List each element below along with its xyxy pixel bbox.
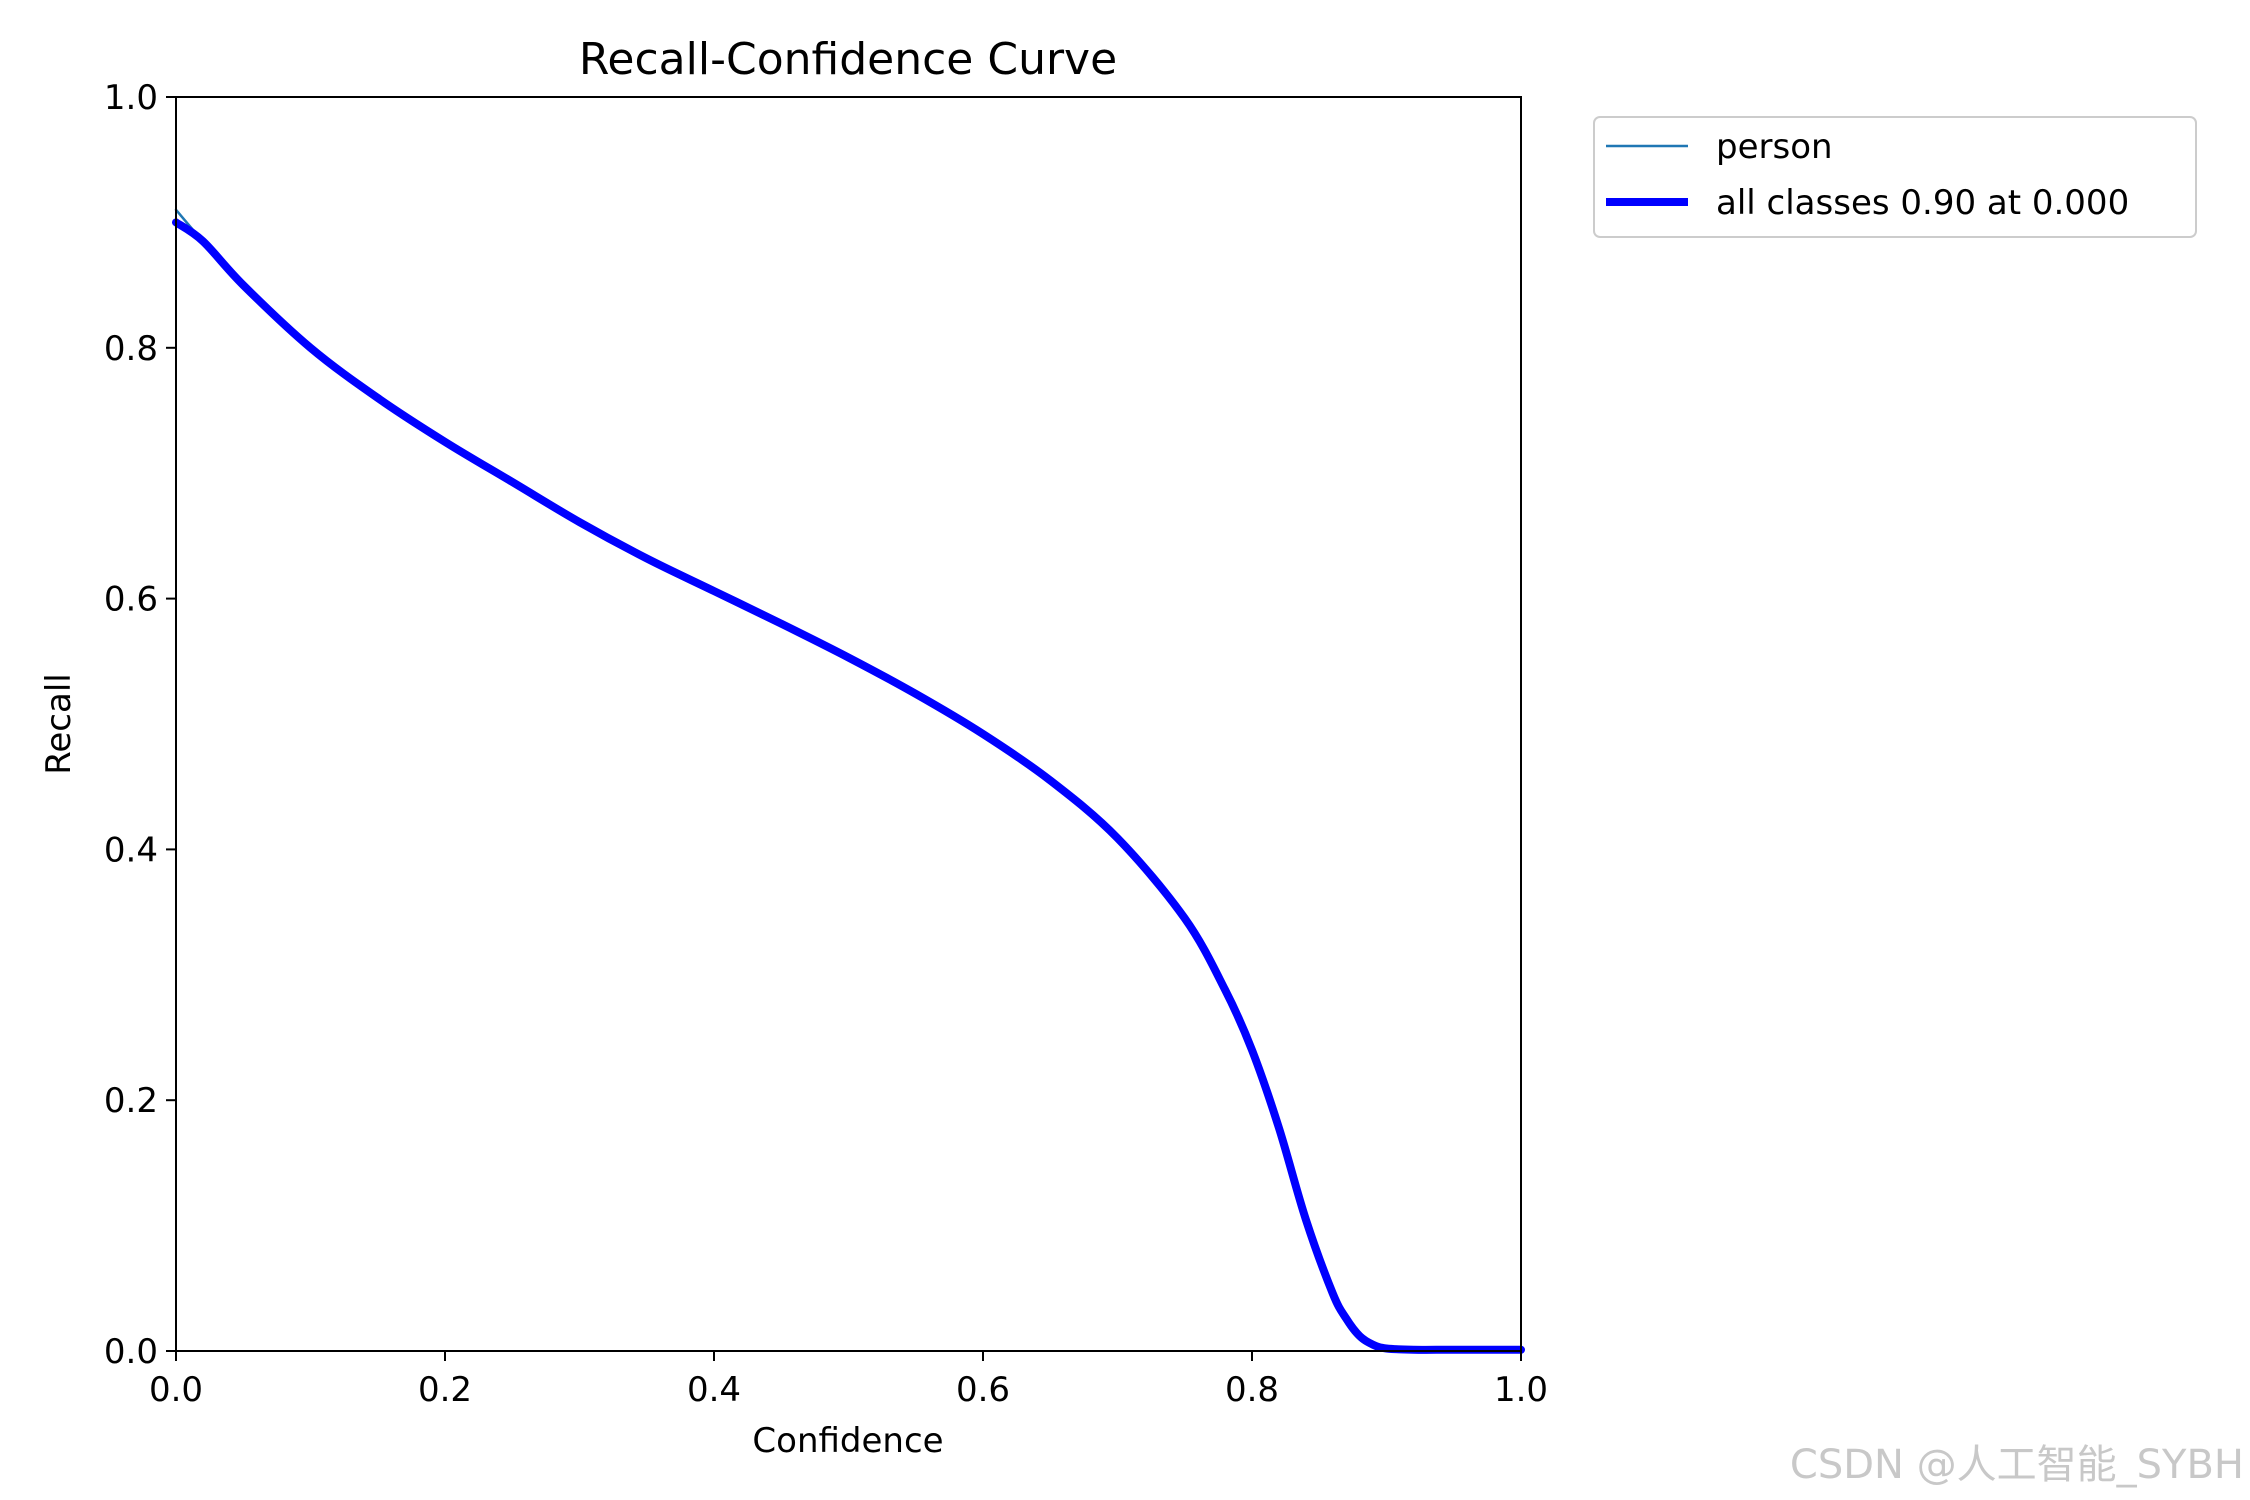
- axes-frame: [175, 96, 1522, 1352]
- y-axis-label: Recall: [39, 673, 79, 774]
- legend-box: [1593, 116, 2197, 238]
- chart-title: Recall-Confidence Curve: [579, 34, 1117, 85]
- series-line-all-classes: [172, 218, 1525, 1354]
- x-tick-label: 1.0: [1494, 1370, 1548, 1410]
- legend-label: all classes 0.90 at 0.000: [1716, 183, 2129, 223]
- x-tick-label: 0.0: [149, 1370, 203, 1410]
- watermark-text: CSDN @人工智能_SYBH: [1790, 1442, 2244, 1488]
- y-tick-label: 0.2: [104, 1081, 158, 1121]
- y-tick-label: 0.4: [104, 830, 158, 870]
- legend: person all classes 0.90 at 0.000: [1593, 116, 2197, 238]
- x-tick-label: 0.8: [1225, 1370, 1279, 1410]
- y-tick-label: 1.0: [104, 78, 158, 118]
- legend-label: person: [1716, 127, 1833, 167]
- legend-entries: person all classes 0.90 at 0.000: [1606, 127, 2129, 223]
- x-axis-label: Confidence: [752, 1421, 943, 1461]
- x-tick-label: 0.4: [687, 1370, 741, 1410]
- y-tick-label: 0.6: [104, 580, 158, 620]
- y-axis-ticks: 0.0 0.2 0.4 0.6 0.8 1.0: [104, 78, 176, 1372]
- y-tick-label: 0.8: [104, 329, 158, 369]
- x-tick-label: 0.2: [418, 1370, 472, 1410]
- x-tick-label: 0.6: [956, 1370, 1010, 1410]
- plot-area: [172, 96, 1525, 1354]
- series-layer: [172, 208, 1525, 1354]
- x-axis-ticks: 0.0 0.2 0.4 0.6 0.8 1.0: [149, 1351, 1548, 1410]
- y-tick-label: 0.0: [104, 1332, 158, 1372]
